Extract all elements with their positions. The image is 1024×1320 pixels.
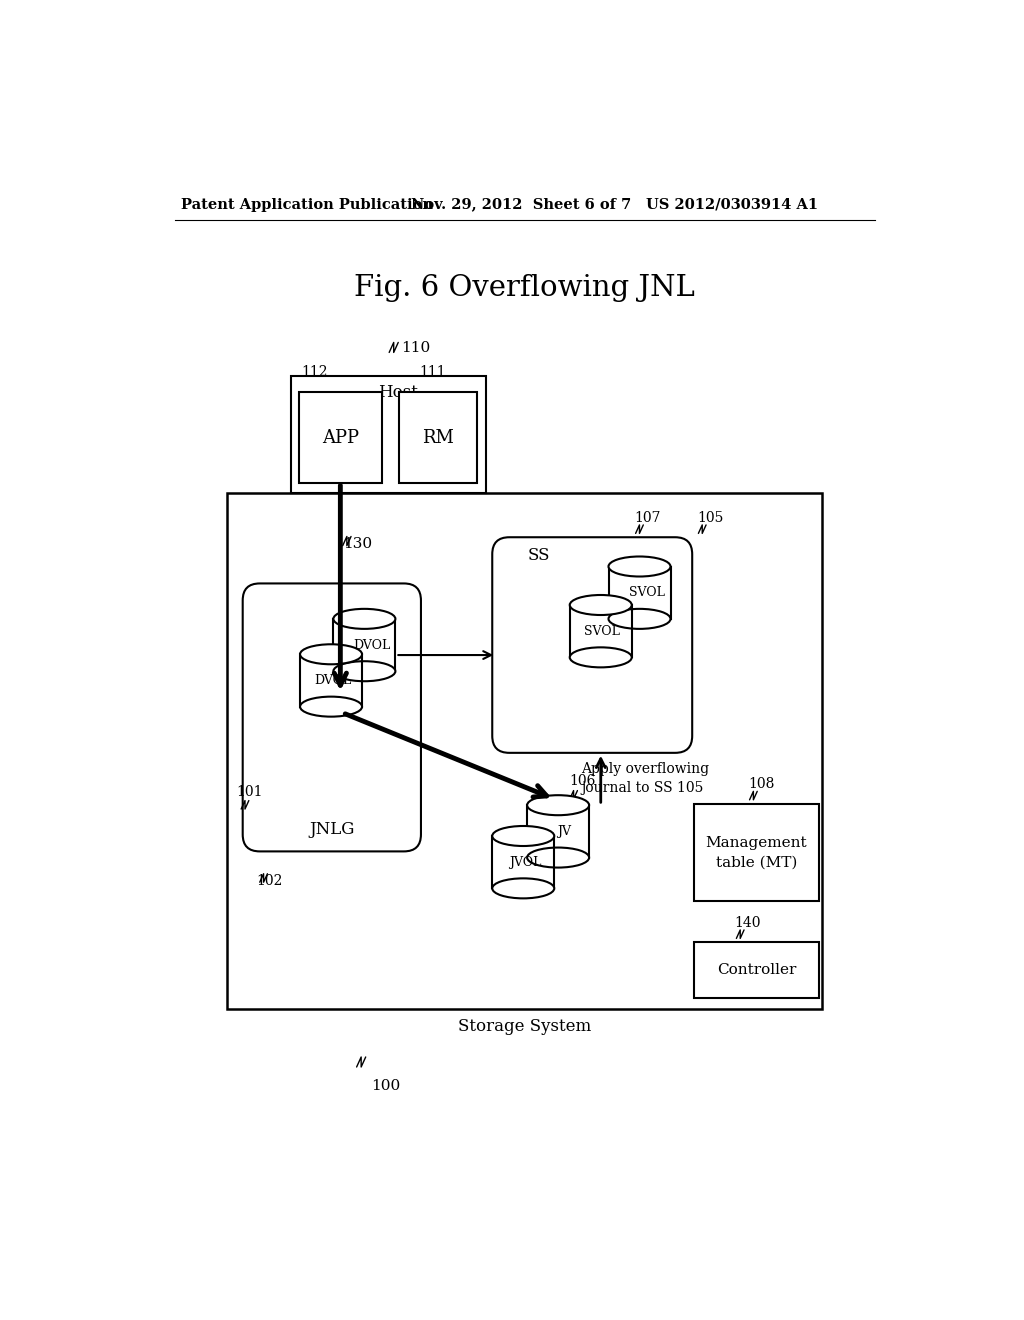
Text: 107: 107 — [634, 511, 660, 525]
Ellipse shape — [608, 557, 671, 577]
Text: DVOL: DVOL — [353, 639, 391, 652]
Text: Apply overflowing
journal to SS 105: Apply overflowing journal to SS 105 — [582, 762, 710, 795]
Text: JNLG: JNLG — [309, 821, 354, 838]
Ellipse shape — [493, 878, 554, 899]
Bar — [608, 566, 671, 619]
Bar — [300, 655, 362, 706]
Ellipse shape — [493, 826, 554, 846]
Text: 111: 111 — [420, 364, 446, 379]
Text: Fig. 6 Overflowing JNL: Fig. 6 Overflowing JNL — [354, 273, 695, 302]
Bar — [399, 392, 477, 483]
Ellipse shape — [334, 609, 395, 628]
Bar — [227, 494, 822, 1010]
Ellipse shape — [569, 647, 632, 668]
Bar — [693, 942, 819, 998]
Ellipse shape — [569, 595, 632, 615]
Text: Controller: Controller — [717, 964, 797, 977]
Text: 100: 100 — [372, 1078, 400, 1093]
Text: 140: 140 — [734, 916, 761, 929]
Text: APP: APP — [322, 429, 358, 446]
Text: 108: 108 — [748, 777, 774, 792]
Text: 106: 106 — [569, 775, 595, 788]
Text: 101: 101 — [237, 785, 263, 799]
Ellipse shape — [300, 644, 362, 664]
Text: Storage System: Storage System — [458, 1018, 592, 1035]
Ellipse shape — [300, 697, 362, 717]
Ellipse shape — [608, 609, 671, 628]
Text: Host: Host — [378, 384, 418, 401]
Bar — [569, 605, 632, 657]
Text: 110: 110 — [400, 341, 430, 355]
Text: 102: 102 — [257, 874, 283, 888]
FancyBboxPatch shape — [243, 583, 421, 851]
Text: SS: SS — [527, 548, 550, 564]
Bar — [291, 376, 486, 494]
Text: JV: JV — [557, 825, 571, 838]
Text: Nov. 29, 2012  Sheet 6 of 7: Nov. 29, 2012 Sheet 6 of 7 — [411, 198, 631, 211]
Bar — [299, 392, 382, 483]
Text: Patent Application Publication: Patent Application Publication — [180, 198, 433, 211]
Text: 105: 105 — [697, 511, 723, 525]
Ellipse shape — [334, 661, 395, 681]
Text: JVOL: JVOL — [509, 855, 541, 869]
Bar — [693, 804, 819, 902]
Text: 130: 130 — [343, 537, 372, 552]
Ellipse shape — [527, 847, 589, 867]
Ellipse shape — [527, 795, 589, 816]
Bar — [527, 805, 589, 858]
Text: DVOL: DVOL — [314, 675, 351, 686]
Text: SVOL: SVOL — [585, 624, 621, 638]
Bar — [493, 836, 554, 888]
Text: SVOL: SVOL — [630, 586, 666, 599]
Bar — [334, 619, 395, 671]
Text: RM: RM — [422, 429, 454, 446]
FancyBboxPatch shape — [493, 537, 692, 752]
Text: Management
table (MT): Management table (MT) — [706, 836, 807, 870]
Text: US 2012/0303914 A1: US 2012/0303914 A1 — [646, 198, 818, 211]
Text: 112: 112 — [302, 364, 328, 379]
